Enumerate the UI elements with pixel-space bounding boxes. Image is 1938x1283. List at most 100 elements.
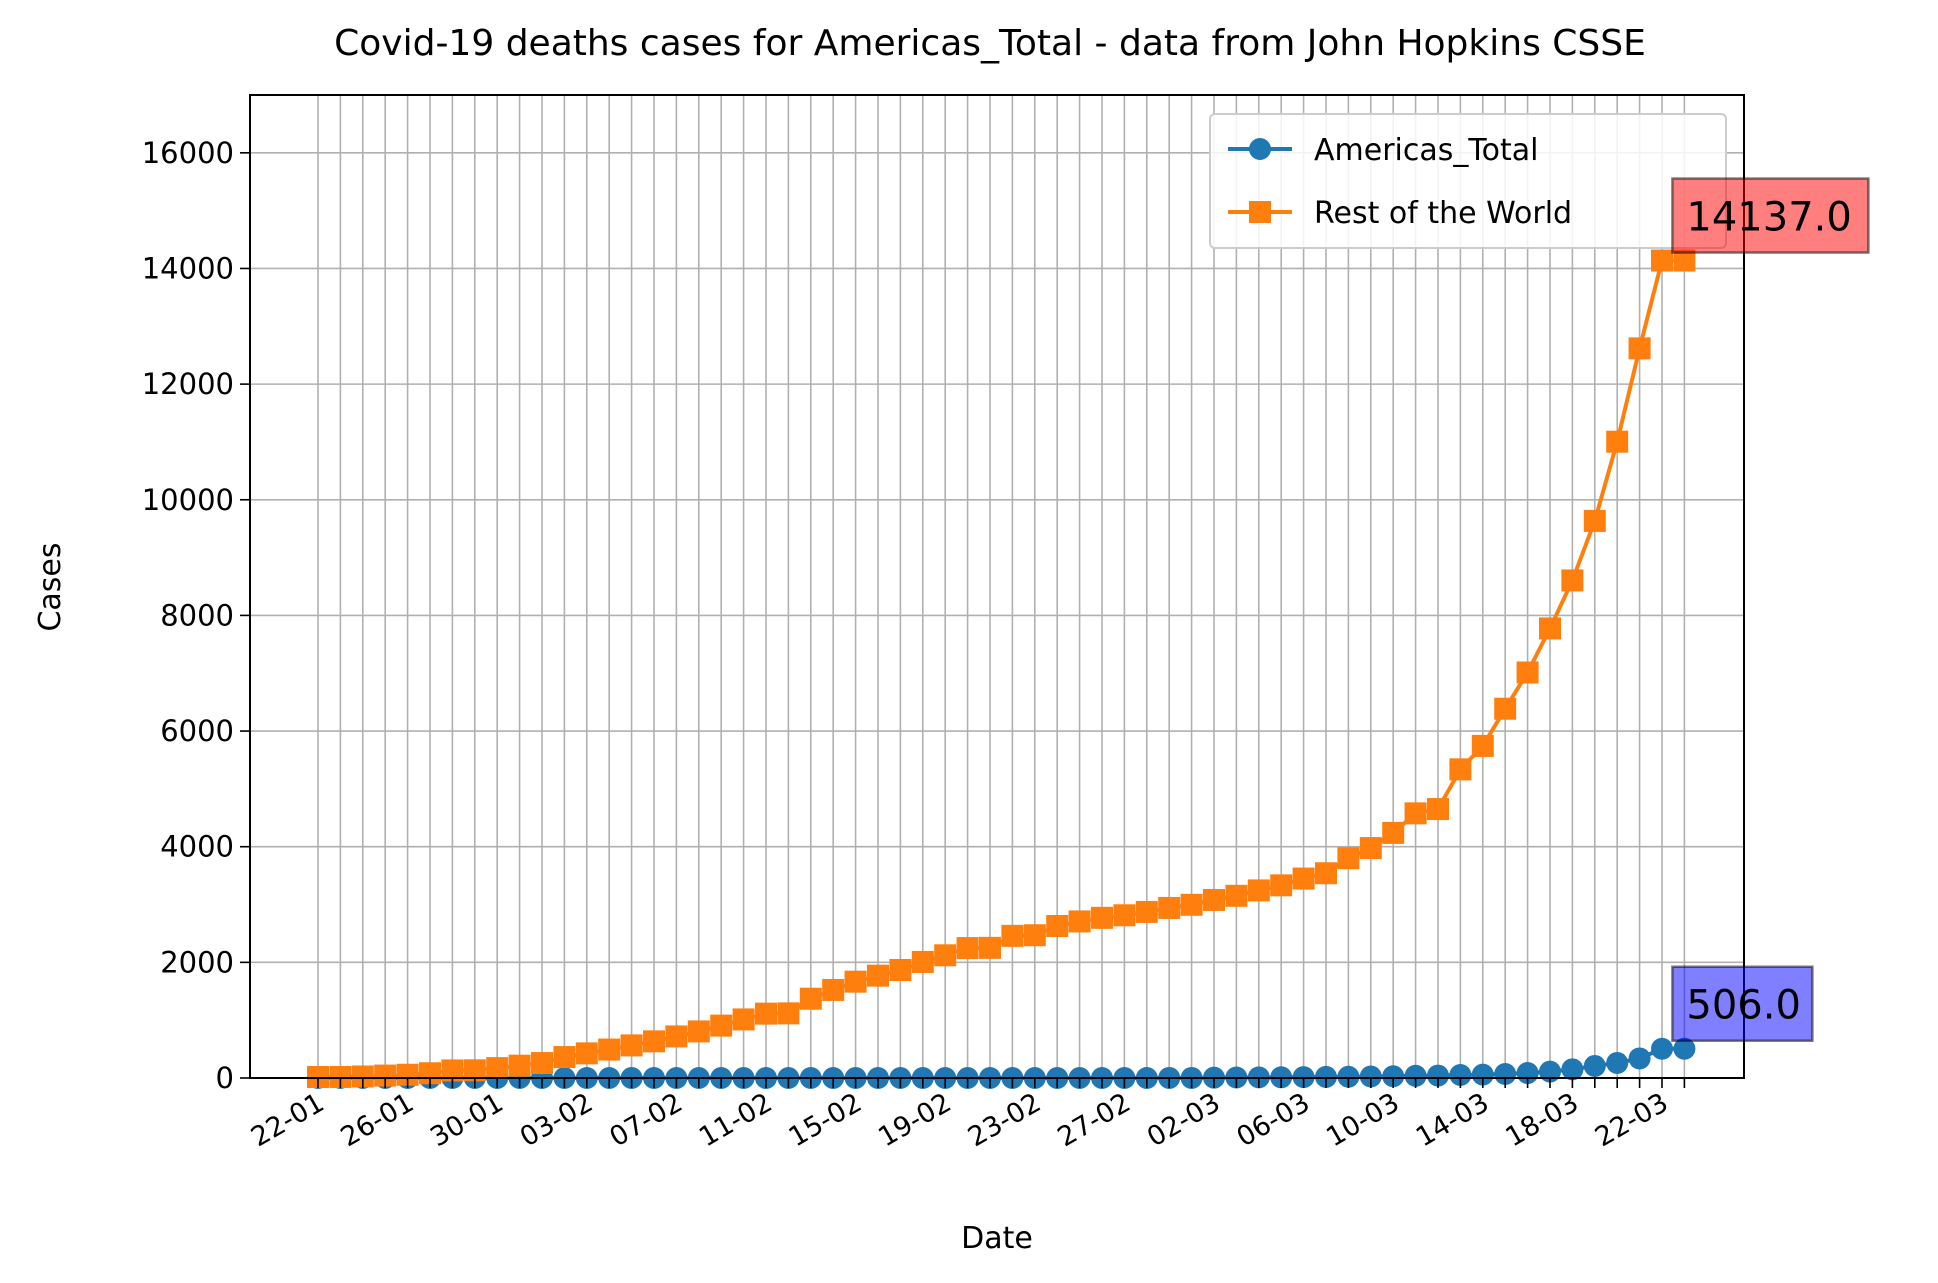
data-point [1583,1054,1606,1077]
data-point [1494,1063,1517,1086]
data-point [374,1064,397,1087]
legend-label: Rest of the World [1314,196,1572,231]
data-point [553,1046,576,1069]
data-point [486,1057,509,1080]
data-point [1315,1065,1337,1088]
data-point [1539,617,1561,640]
data-point [1516,661,1539,684]
y-tick-label: 6000 [160,714,234,748]
data-point [1337,1065,1360,1088]
data-point [1180,893,1203,916]
data-point [351,1065,374,1088]
legend-marker [1249,201,1271,223]
data-point [956,937,979,960]
annotation-box [1671,965,1814,1042]
data-point [396,1063,419,1086]
data-point [1404,1064,1427,1087]
data-point [1225,884,1248,907]
x-axis-label: Date [961,1221,1033,1256]
data-point [889,958,912,981]
y-tick-label: 12000 [142,367,234,401]
data-point [755,1002,777,1025]
data-point [710,1014,733,1037]
data-point [441,1059,464,1082]
y-tick-label: 10000 [142,483,234,517]
chart-title: Covid-19 deaths cases for Americas_Total… [334,23,1646,64]
data-point [1628,1047,1651,1070]
data-point [1606,430,1629,453]
data-point [598,1038,621,1061]
annotation-box [1671,177,1870,254]
data-point [687,1020,710,1043]
legend-label: Americas_Total [1314,133,1538,168]
data-point [799,987,822,1010]
data-point [1359,837,1382,860]
data-point [979,936,1001,959]
data-point [1561,1058,1584,1081]
data-point [665,1025,688,1048]
y-tick-label: 2000 [160,945,234,979]
data-point [1158,896,1181,919]
y-tick-label: 16000 [142,136,234,170]
data-point [1046,914,1069,937]
data-point [1427,1064,1449,1087]
annotations: 506.0 14137.0 [1671,177,1870,1042]
data-point [1628,337,1651,360]
plot-frame [249,94,1745,1079]
data-point [911,950,934,973]
data-point [1359,1065,1382,1088]
data-point [1091,906,1113,929]
data-point [867,964,889,987]
y-tick-label: 4000 [160,830,234,864]
data-point [1561,569,1584,592]
data-point [575,1042,598,1065]
data-point [463,1059,486,1082]
legend-marker [1249,138,1271,160]
y-tick-label: 0 [216,1061,234,1095]
data-point [1001,924,1024,947]
legend: Americas_Total Rest of the World [1209,113,1727,249]
data-point [1382,821,1405,844]
y-axis-label: Cases [33,542,68,631]
data-point [1651,249,1673,272]
data-point [934,944,957,967]
data-point [1449,1063,1472,1086]
data-point [1113,904,1136,927]
data-point [1203,888,1225,911]
data-point [1382,1065,1405,1088]
data-point [1427,798,1449,821]
data-point [1135,900,1158,923]
data-point [329,1065,352,1088]
y-axis: 0 2000 4000 6000 8000 10000 12000 14000 16000 [142,136,250,1095]
data-point [1673,249,1696,272]
data-point [1651,1037,1673,1060]
data-point [620,1034,643,1057]
data-point [1023,924,1046,947]
data-point [1471,1063,1494,1086]
annotation-label: 506.0 [1686,983,1801,1029]
data-point [1247,879,1270,902]
series-rest-of-the-world [307,249,1696,1089]
y-tick-label: 8000 [160,598,234,632]
data-point [1270,874,1293,897]
data-point [777,1002,800,1025]
data-point [531,1052,553,1075]
data-point [1673,1037,1696,1060]
data-point [1606,1051,1629,1074]
y-tick-label: 14000 [142,251,234,285]
data-point [1337,847,1360,870]
data-point [822,978,845,1001]
data-point [1292,867,1315,890]
data-point [1583,509,1606,532]
data-point [1404,802,1427,825]
data-point [844,970,867,993]
data-point [643,1030,665,1053]
data-point [1315,862,1337,885]
data-point [1449,758,1472,781]
data-point [1494,697,1517,720]
data-point [508,1054,531,1077]
data-point [1471,734,1494,757]
annotation-label: 14137.0 [1686,195,1851,241]
data-point [732,1008,755,1031]
